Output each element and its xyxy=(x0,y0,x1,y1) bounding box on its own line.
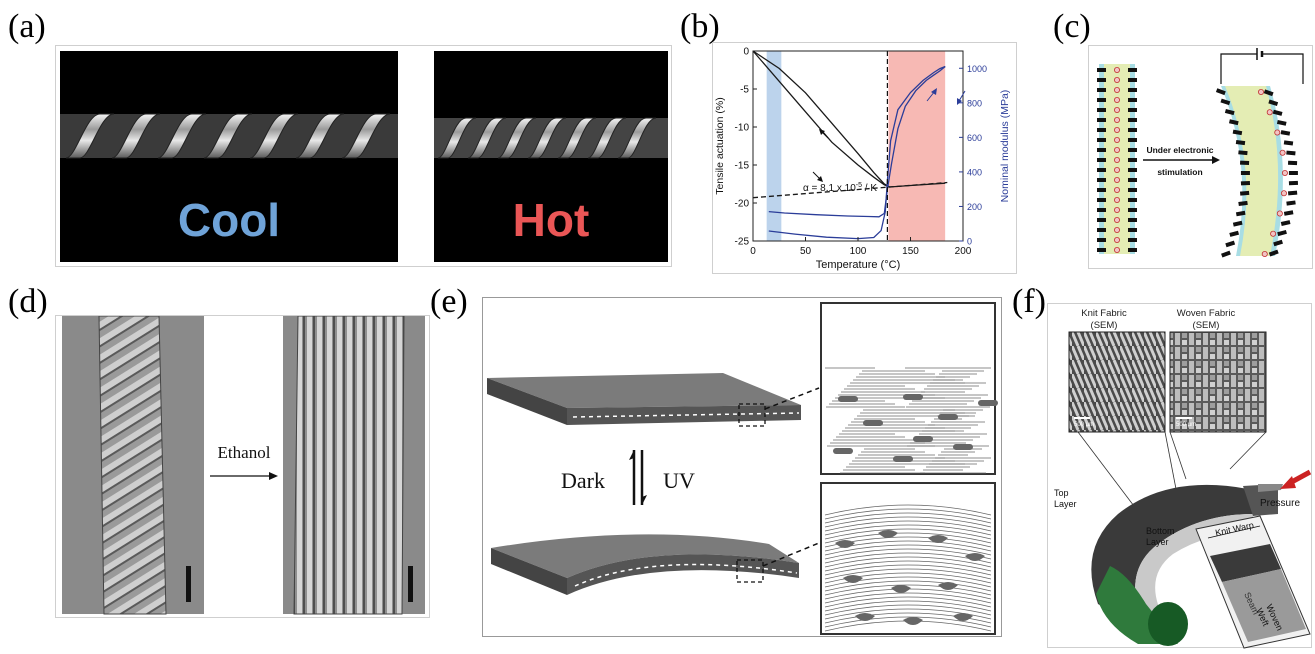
panel-e: Dark UV xyxy=(482,297,1002,637)
photoresponsive-bending-diagram: Dark UV xyxy=(487,302,998,635)
straight-strip xyxy=(1097,64,1137,254)
stimulation-arrow: Under electronic stimulation xyxy=(1143,145,1220,177)
flat-film xyxy=(487,373,820,427)
series-line-0 xyxy=(752,50,890,188)
scale-bar-right xyxy=(408,566,413,602)
x-tick-label: 150 xyxy=(902,246,919,257)
y-tick-label: 0 xyxy=(743,47,749,58)
x-tick-label: 100 xyxy=(850,246,867,257)
y-tick-label: -15 xyxy=(735,161,750,172)
panel-b: 0 50 100 150 200 0 -5 -10 -15 -20 -25 0 200 400 600 8… xyxy=(712,42,1017,274)
y2-tick-label: 1000 xyxy=(967,64,987,74)
y2-tick-label: 400 xyxy=(967,167,982,177)
actuation-modulus-chart: 0 50 100 150 200 0-5-10-15-20-25 02004006008… xyxy=(714,47,1011,272)
ethanol-label: Ethanol xyxy=(218,443,271,462)
woven-sem-image xyxy=(1169,331,1267,433)
knit-sem-image xyxy=(1068,331,1166,433)
y2-tick-label: 200 xyxy=(967,202,982,212)
cool-coil xyxy=(60,113,398,159)
y2-tick-label: 600 xyxy=(967,133,982,143)
knit-scale: 500 µm xyxy=(1074,422,1094,428)
hysteresis-arrows xyxy=(812,88,966,182)
electroactive-bending-diagram: Under electronic stimulation xyxy=(1097,48,1304,258)
shaded-region-1 xyxy=(888,51,946,241)
knit-title-1: Knit Fabric xyxy=(1081,308,1127,319)
bent-strip xyxy=(1215,86,1299,258)
panel-label-f: (f) xyxy=(1012,283,1046,320)
zoom-box-bent xyxy=(820,482,996,635)
panel-label-d: (d) xyxy=(8,283,48,320)
y2-tick-label: 800 xyxy=(967,98,982,108)
series-line-2 xyxy=(752,181,948,199)
bottom-layer-label-2: Layer xyxy=(1146,537,1169,547)
x-axis-label: Temperature (°C) xyxy=(816,259,900,271)
panel-label-b: (b) xyxy=(680,8,720,45)
x-tick-label: 0 xyxy=(750,246,756,257)
alpha-annotation: α = 8.1 x 10-5 / K xyxy=(803,182,877,194)
knit-title-2: (SEM) xyxy=(1091,320,1118,331)
pneumatic-textile-actuator: Knit Fabric (SEM) Woven Fabric (SEM) 500… xyxy=(1054,308,1312,649)
shaded-region-0 xyxy=(766,51,782,241)
hot-coil xyxy=(434,117,668,159)
zoom-box-flat xyxy=(820,302,998,475)
top-layer-label-2: Layer xyxy=(1054,499,1077,509)
uv-label: UV xyxy=(663,468,695,493)
stimulation-label-line2: stimulation xyxy=(1157,167,1202,177)
panel-f: Knit Fabric (SEM) Woven Fabric (SEM) 500… xyxy=(1047,303,1312,649)
y-axis-label: Tensile actuation (%) xyxy=(714,97,726,194)
dark-label: Dark xyxy=(561,468,605,493)
y-tick-label: -5 xyxy=(740,85,749,96)
fiber-ethanol-sem: Ethanol xyxy=(62,315,425,615)
x-tick-label: 50 xyxy=(800,246,812,257)
y2-tick-label: 0 xyxy=(967,237,972,247)
panel-c: Under electronic stimulation xyxy=(1088,45,1313,269)
panel-d: Ethanol xyxy=(55,315,430,618)
dark-uv-arrows: Dark UV xyxy=(561,450,695,505)
y-tick-label: -20 xyxy=(735,199,750,210)
panel-label-c: (c) xyxy=(1053,8,1091,45)
panel-label-e: (e) xyxy=(430,283,468,320)
y2-axis-label: Nominal modulus (MPa) xyxy=(999,90,1011,203)
woven-scale: 500 µm xyxy=(1176,422,1196,428)
actuator-body xyxy=(1091,484,1283,646)
panel-label-a: (a) xyxy=(8,8,46,45)
circuit xyxy=(1220,48,1304,84)
woven-title-2: (SEM) xyxy=(1193,320,1220,331)
hot-text: Hot xyxy=(513,194,590,246)
woven-title-1: Woven Fabric xyxy=(1177,308,1236,319)
bent-film xyxy=(491,534,820,595)
thermal-spring-photos: Cool Hot xyxy=(60,51,668,262)
top-layer-label-1: Top xyxy=(1054,488,1069,498)
panel-a: Cool Hot xyxy=(55,45,672,267)
bottom-layer-label-1: Bottom xyxy=(1146,526,1175,536)
seam-inset: Knit Warp Seam Woven Weft xyxy=(1195,515,1311,649)
cool-text: Cool xyxy=(178,194,280,246)
pressure-arrow: Pressure xyxy=(1260,469,1312,509)
y-tick-label: -25 xyxy=(735,237,750,248)
stimulation-label-line1: Under electronic xyxy=(1146,145,1213,155)
y-tick-label: -10 xyxy=(735,123,750,134)
pressure-label: Pressure xyxy=(1260,498,1300,509)
series-line-3 xyxy=(768,65,946,218)
x-tick-label: 200 xyxy=(955,246,972,257)
scale-bar-left xyxy=(186,566,191,602)
